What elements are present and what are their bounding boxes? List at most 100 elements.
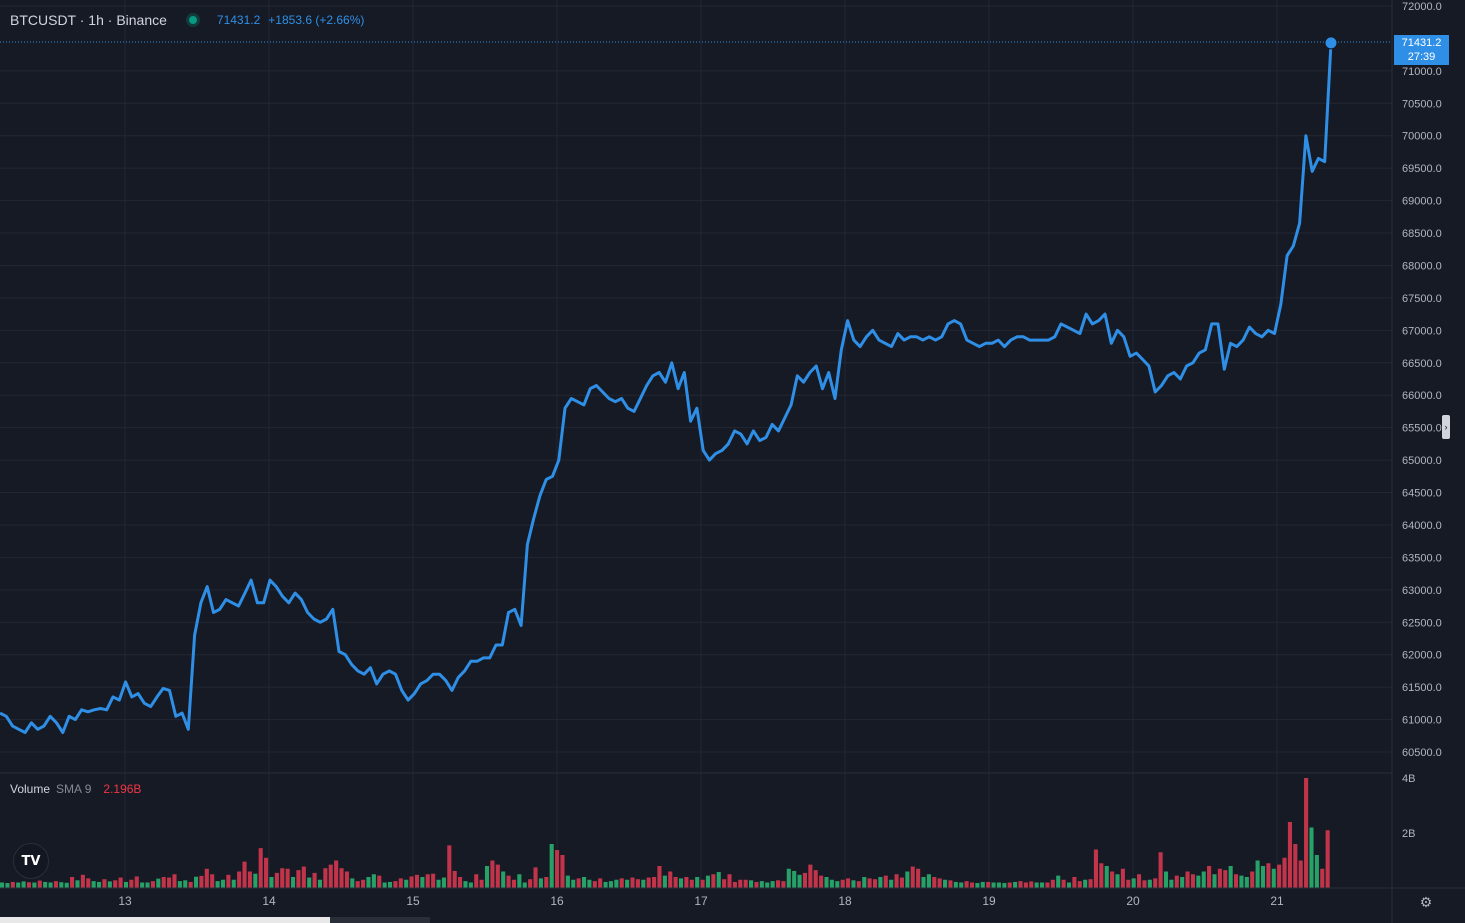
volume-bar [307,877,312,888]
volume-bar [533,867,538,889]
time-scale[interactable]: 13 14 15 16 17 18 19 20 21 [118,894,1284,908]
volume-bar [587,879,592,888]
x-tick-label: 13 [118,894,132,908]
tradingview-logo-icon[interactable]: TV [13,843,49,879]
x-tick-label: 15 [406,894,420,908]
volume-bar [705,875,710,889]
volume-bar [770,881,775,889]
volume-bar [926,874,931,888]
y-tick-label: 69000.0 [1402,196,1442,208]
volume-bar [932,877,937,888]
market-status-icon[interactable] [188,16,197,24]
volume-bar [474,874,479,888]
x-tick-label: 16 [550,894,564,908]
volume-bar [732,881,737,888]
volume-bar [1061,879,1066,888]
volume-bar [1196,875,1201,889]
volume-bar [1234,874,1239,888]
volume-bar [614,879,619,888]
volume-bar [980,881,985,888]
volume-bar [123,881,129,888]
volume-bar [964,881,969,889]
volume-bar [1309,827,1314,888]
symbol-title[interactable]: BTCUSDT · 1h · Binance [10,12,167,28]
volume-bar [910,866,915,888]
volume-bar [274,872,279,889]
volume-bar [1260,866,1266,888]
volume-bar [555,850,560,888]
volume-bar [948,880,953,888]
volume-bar [350,878,355,889]
x-tick-label: 19 [982,894,996,908]
volume-bar [1282,857,1287,888]
volume-bar [193,876,199,888]
volume-bar [16,882,21,888]
volume-bar [463,881,468,889]
volume-bar [1244,877,1249,888]
volume-bar [991,882,996,888]
volume-bar [1158,852,1163,888]
volume-title[interactable]: Volume [10,782,51,796]
volume-bar [1201,871,1206,888]
volume-bar [26,882,32,888]
volume-bar [943,879,948,888]
volume-bar [797,874,802,888]
volume-bar [371,874,376,888]
volume-bar [404,879,409,888]
y-tick-label: 68000.0 [1402,260,1442,272]
volume-bar [312,872,317,889]
y-tick-label: 61000.0 [1402,715,1442,727]
volume-bar [231,879,236,888]
volume-bar [237,871,242,888]
volume-bar [635,879,640,888]
volume-bar [819,875,824,889]
volume-bar [344,871,349,888]
y-tick-label: 61500.0 [1402,682,1442,694]
volume-bar [398,878,403,889]
volume-bar [264,857,269,888]
volume-bar [414,874,420,888]
volume-bar [641,879,646,888]
volume-bar [161,877,166,888]
volume-bar [441,877,446,888]
volume-bar [452,870,457,888]
volume-bar [1153,878,1158,889]
gear-icon[interactable]: ⚙ [1419,894,1433,910]
volume-bar [986,881,991,888]
scroll-thumb[interactable] [330,917,430,923]
volume-sma: SMA 9 [56,782,92,796]
volume-scale[interactable]: 4B 2B [1402,773,1415,840]
volume-tick-label: 4B [1402,773,1415,785]
price-tag-value: 71431.2 [1401,37,1442,49]
volume-bar [953,881,958,888]
volume-bar [571,879,576,888]
volume-bar [1120,868,1125,888]
scale-handle-icon[interactable]: › [1442,415,1450,439]
volume-bar [792,870,797,888]
volume-bar [431,873,436,888]
price-scale[interactable]: 72000.0 71000.0 70500.0 70000.0 69500.0 69000… [1402,1,1442,759]
volume-bar [1099,863,1104,888]
volume-bar [1277,864,1282,889]
volume-bar [317,879,323,888]
y-tick-label: 63500.0 [1402,552,1442,564]
volume-bar [889,879,894,888]
volume-bar [775,880,781,888]
x-tick-label: 17 [694,894,708,908]
volume-bar [1293,844,1298,888]
volume-bar [673,877,678,888]
volume-bar [1163,871,1169,888]
volume-bar [646,877,651,888]
volume-bar [21,881,26,888]
volume-bar [91,881,96,889]
volume-bar [86,878,91,889]
volume-bar [846,878,851,889]
volume-bar [97,881,102,888]
chart-grid [0,0,1392,888]
volume-bar [1147,879,1152,888]
last-price-label: 71431.2 27:39 [1394,35,1449,65]
volume-bar [522,882,527,888]
volume-bar [1217,868,1222,888]
volume-bar [700,879,705,888]
